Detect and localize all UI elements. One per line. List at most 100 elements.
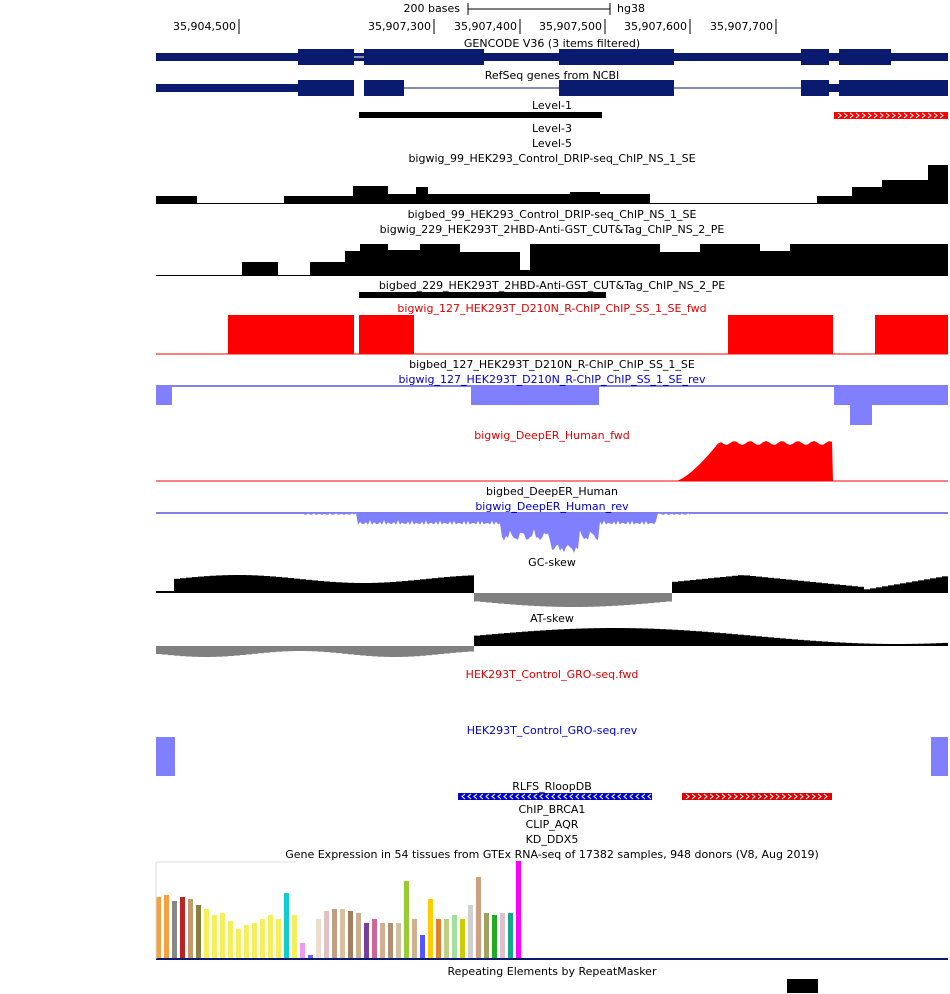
track-label-bb229[interactable]: bigbed_229_HEK293T_2HBD-Anti-GST_CUT&Tag… xyxy=(378,279,726,292)
at-skew-bar xyxy=(660,629,666,646)
gc-skew-bar xyxy=(468,575,474,593)
at-skew-bar xyxy=(282,646,288,652)
at-skew-bar xyxy=(642,628,648,646)
gtex-tissue-bar xyxy=(164,895,169,959)
track-label-repeatmasker[interactable]: Repeating Elements by RepeatMasker xyxy=(447,965,657,978)
gtex-tissue-bar xyxy=(412,919,417,959)
gc-skew-bar xyxy=(168,591,174,593)
gtex-tissue-bar xyxy=(380,923,385,959)
at-skew-bar xyxy=(240,646,246,656)
gc-skew-bar xyxy=(216,575,222,593)
track-label-gencode[interactable]: GENCODE V36 (3 items filtered) xyxy=(463,37,641,50)
bw229-bar xyxy=(520,270,530,276)
at-skew-bar xyxy=(498,633,504,646)
at-skew-bar xyxy=(234,646,240,656)
gtex-tissue-bar xyxy=(388,923,393,959)
at-skew-bar xyxy=(888,643,894,646)
track-label-level5[interactable]: Level-5 xyxy=(531,137,572,150)
track-label-bw229[interactable]: bigwig_229_HEK293T_2HBD-Anti-GST_CUT&Tag… xyxy=(379,223,725,236)
track-label-ddx5[interactable]: KD_DDX5 xyxy=(525,833,579,846)
gc-skew-bar xyxy=(312,580,318,593)
gc-skew-bar xyxy=(750,576,756,593)
bw99-bar xyxy=(570,192,600,204)
gtex-tissue-bar xyxy=(356,913,361,959)
at-skew-bar xyxy=(336,646,342,654)
gc-skew-bar xyxy=(198,576,204,593)
bw229-bar xyxy=(880,244,948,276)
track-label-gtex[interactable]: Gene Expression in 54 tissues from GTEx … xyxy=(285,848,819,861)
at-skew-bar xyxy=(882,643,888,646)
at-skew-bar xyxy=(906,643,912,646)
track-label-level3[interactable]: Level-3 xyxy=(531,122,572,135)
gc-skew-bar xyxy=(426,578,432,593)
ruler-position-label: 35,907,700 xyxy=(710,20,773,33)
bw229-bar xyxy=(420,244,460,276)
track-label-deeper-rev[interactable]: bigwig_DeepER_Human_rev xyxy=(475,500,629,513)
gtex-tissue-bar xyxy=(204,909,209,959)
gc-skew-bar xyxy=(234,575,240,593)
gtex-tissue-bar xyxy=(348,911,353,959)
at-skew-bar xyxy=(588,628,594,646)
at-skew-bar xyxy=(378,646,384,657)
gc-skew-bar xyxy=(588,593,594,607)
at-skew-bar xyxy=(414,646,420,657)
at-skew-bar xyxy=(732,634,738,646)
bw229-bar xyxy=(790,244,820,276)
gc-skew-bar xyxy=(660,593,666,603)
at-skew-bar xyxy=(216,646,222,657)
track-label-level1[interactable]: Level-1 xyxy=(531,99,572,112)
at-skew-bar xyxy=(834,642,840,646)
at-skew-bar xyxy=(738,634,744,646)
gc-skew-bar xyxy=(828,583,834,593)
gtex-tissue-bar xyxy=(268,915,273,959)
gc-skew-bar xyxy=(714,577,720,593)
track-label-bb127[interactable]: bigbed_127_HEK293T_D210N_R-ChIP_ChIP_SS_… xyxy=(409,358,695,371)
bb229-feature xyxy=(359,292,606,298)
at-skew-bar xyxy=(372,646,378,657)
track-label-bw127-fwd[interactable]: bigwig_127_HEK293T_D210N_R-ChIP_ChIP_SS_… xyxy=(397,302,707,315)
gc-skew-bar xyxy=(864,589,870,593)
at-skew-bar xyxy=(246,646,252,655)
track-label-bw127-rev[interactable]: bigwig_127_HEK293T_D210N_R-ChIP_ChIP_SS_… xyxy=(398,373,706,386)
at-skew-bar xyxy=(858,643,864,646)
track-label-bw99[interactable]: bigwig_99_HEK293_Control_DRIP-seq_ChIP_N… xyxy=(408,152,696,165)
at-skew-bar xyxy=(486,634,492,646)
track-label-bb99[interactable]: bigbed_99_HEK293_Control_DRIP-seq_ChIP_N… xyxy=(407,208,697,221)
gc-skew-bar xyxy=(486,593,492,603)
at-skew-bar xyxy=(678,630,684,646)
track-label-deeper-bed[interactable]: bigbed_DeepER_Human xyxy=(485,485,618,498)
track-label-gc-skew[interactable]: GC-skew xyxy=(528,556,576,569)
track-label-deeper-fwd[interactable]: bigwig_DeepER_Human_fwd xyxy=(474,429,630,442)
gc-skew-bar xyxy=(288,578,294,593)
gc-skew-bar xyxy=(522,593,528,606)
track-label-aqr[interactable]: CLIP_AQR xyxy=(525,818,579,831)
at-skew-bar xyxy=(720,633,726,646)
gc-skew-bar xyxy=(540,593,546,607)
at-skew-bar xyxy=(846,642,852,646)
deeper-rev-signal xyxy=(156,512,948,553)
track-label-rlfs[interactable]: RLFS_RloopDB xyxy=(512,780,592,793)
bw229-bar xyxy=(530,244,600,276)
gc-skew-bar xyxy=(840,585,846,593)
gc-skew-bar xyxy=(906,582,912,593)
at-skew-bar xyxy=(786,638,792,646)
track-label-gro-rev[interactable]: HEK293T_Control_GRO-seq.rev xyxy=(466,724,638,737)
at-skew-bar xyxy=(258,646,264,654)
track-label-refseq[interactable]: RefSeq genes from NCBI xyxy=(484,69,620,82)
track-label-at-skew[interactable]: AT-skew xyxy=(530,612,574,625)
rlfs-features xyxy=(458,793,832,800)
gc-skew-bar xyxy=(726,576,732,593)
gc-skew-bar xyxy=(876,587,882,593)
at-skew-bar xyxy=(402,646,408,657)
at-skew-bar xyxy=(180,646,186,657)
gc-skew-bar xyxy=(162,591,168,593)
track-label-gro-fwd[interactable]: HEK293T_Control_GRO-seq.fwd xyxy=(465,668,639,681)
gc-skew-bar xyxy=(918,580,924,593)
at-skew-bar xyxy=(768,637,774,646)
gc-skew-bar xyxy=(414,579,420,593)
at-skew-bar xyxy=(210,646,216,657)
track-label-brca1[interactable]: ChIP_BRCA1 xyxy=(518,803,586,816)
at-skew-bar xyxy=(306,646,312,652)
